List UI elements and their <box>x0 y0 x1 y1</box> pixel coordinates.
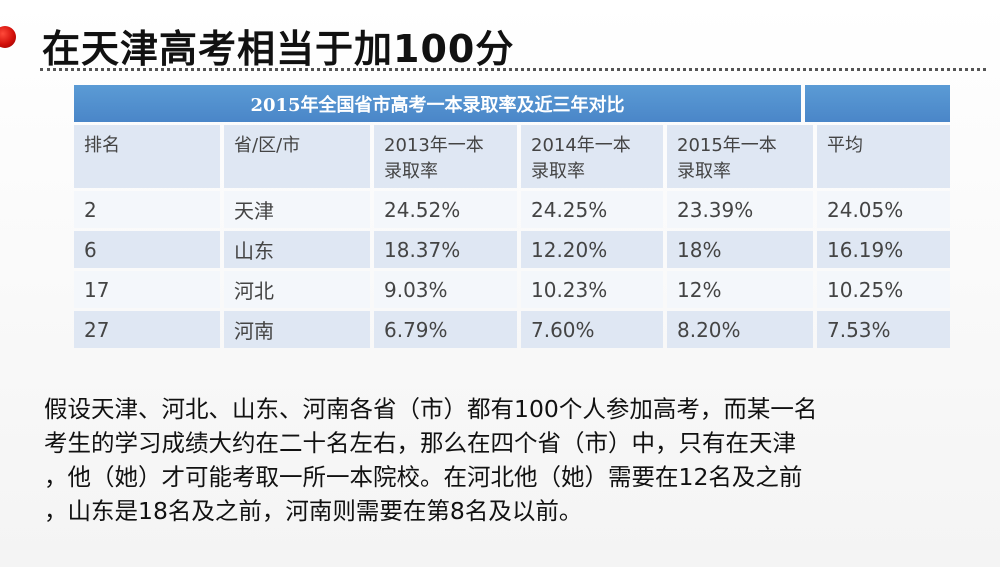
explanation-paragraph: 假设天津、河北、山东、河南各省（市）都有100个人参加高考，而某一名 考生的学习… <box>44 392 974 528</box>
table-row: 2 天津 24.52% 24.25% 23.39% 24.05% <box>74 191 950 228</box>
rate-2013-cell: 6.79% <box>374 311 517 348</box>
header-2013: 2013年一本 录取率 <box>374 125 517 188</box>
table-row: 27 河南 6.79% 7.60% 8.20% 7.53% <box>74 311 950 348</box>
average-cell: 24.05% <box>817 191 950 228</box>
rate-2015-cell: 8.20% <box>667 311 813 348</box>
average-cell: 7.53% <box>817 311 950 348</box>
rate-2015-cell: 23.39% <box>667 191 813 228</box>
red-bullet-icon <box>0 26 16 48</box>
rank-cell: 6 <box>74 231 220 268</box>
header-2015: 2015年一本 录取率 <box>667 125 813 188</box>
paragraph-line: ，山东是18名及之前，河南则需要在第8名及以前。 <box>44 497 583 525</box>
paragraph-line: ，他（她）才可能考取一所一本院校。在河北他（她）需要在12名及之前 <box>44 463 803 491</box>
dotted-divider <box>40 68 986 71</box>
header-average: 平均 <box>817 125 950 188</box>
paragraph-line: 假设天津、河北、山东、河南各省（市）都有100个人参加高考，而某一名 <box>44 395 818 423</box>
rate-2014-cell: 12.20% <box>521 231 663 268</box>
table-title-banner-end <box>805 85 950 122</box>
header-2014: 2014年一本 录取率 <box>521 125 663 188</box>
paragraph-line: 考生的学习成绩大约在二十名左右，那么在四个省（市）中，只有在天津 <box>44 429 796 457</box>
admission-rate-table: 2015年全国省市高考一本录取率及近三年对比 排名 省/区/市 2013年一本录… <box>74 85 950 348</box>
rate-2014-cell: 24.25% <box>521 191 663 228</box>
header-rank: 排名 <box>74 125 220 188</box>
rate-2014-cell: 7.60% <box>521 311 663 348</box>
average-cell: 16.19% <box>817 231 950 268</box>
rank-cell: 27 <box>74 311 220 348</box>
average-cell: 10.25% <box>817 271 950 308</box>
table-header-row: 排名 省/区/市 2013年一本 录取率 2014年一本 录取率 2015年一本 录取… <box>74 125 950 188</box>
rank-cell: 17 <box>74 271 220 308</box>
province-cell: 天津 <box>224 191 370 228</box>
page-title: 在天津高考相当于加100分 <box>42 27 515 71</box>
rate-2013-cell: 9.03% <box>374 271 517 308</box>
table-row: 17 河北 9.03% 10.23% 12% 10.25% <box>74 271 950 308</box>
rate-2015-cell: 18% <box>667 231 813 268</box>
rate-2015-cell: 12% <box>667 271 813 308</box>
rate-2013-cell: 18.37% <box>374 231 517 268</box>
rate-2014-cell: 10.23% <box>521 271 663 308</box>
table-title: 2015年全国省市高考一本录取率及近三年对比 <box>74 85 801 122</box>
rank-cell: 2 <box>74 191 220 228</box>
table-title-banner: 2015年全国省市高考一本录取率及近三年对比 <box>74 85 950 122</box>
province-cell: 河北 <box>224 271 370 308</box>
rate-2013-cell: 24.52% <box>374 191 517 228</box>
province-cell: 山东 <box>224 231 370 268</box>
header-province: 省/区/市 <box>224 125 370 188</box>
table-row: 6 山东 18.37% 12.20% 18% 16.19% <box>74 231 950 268</box>
province-cell: 河南 <box>224 311 370 348</box>
